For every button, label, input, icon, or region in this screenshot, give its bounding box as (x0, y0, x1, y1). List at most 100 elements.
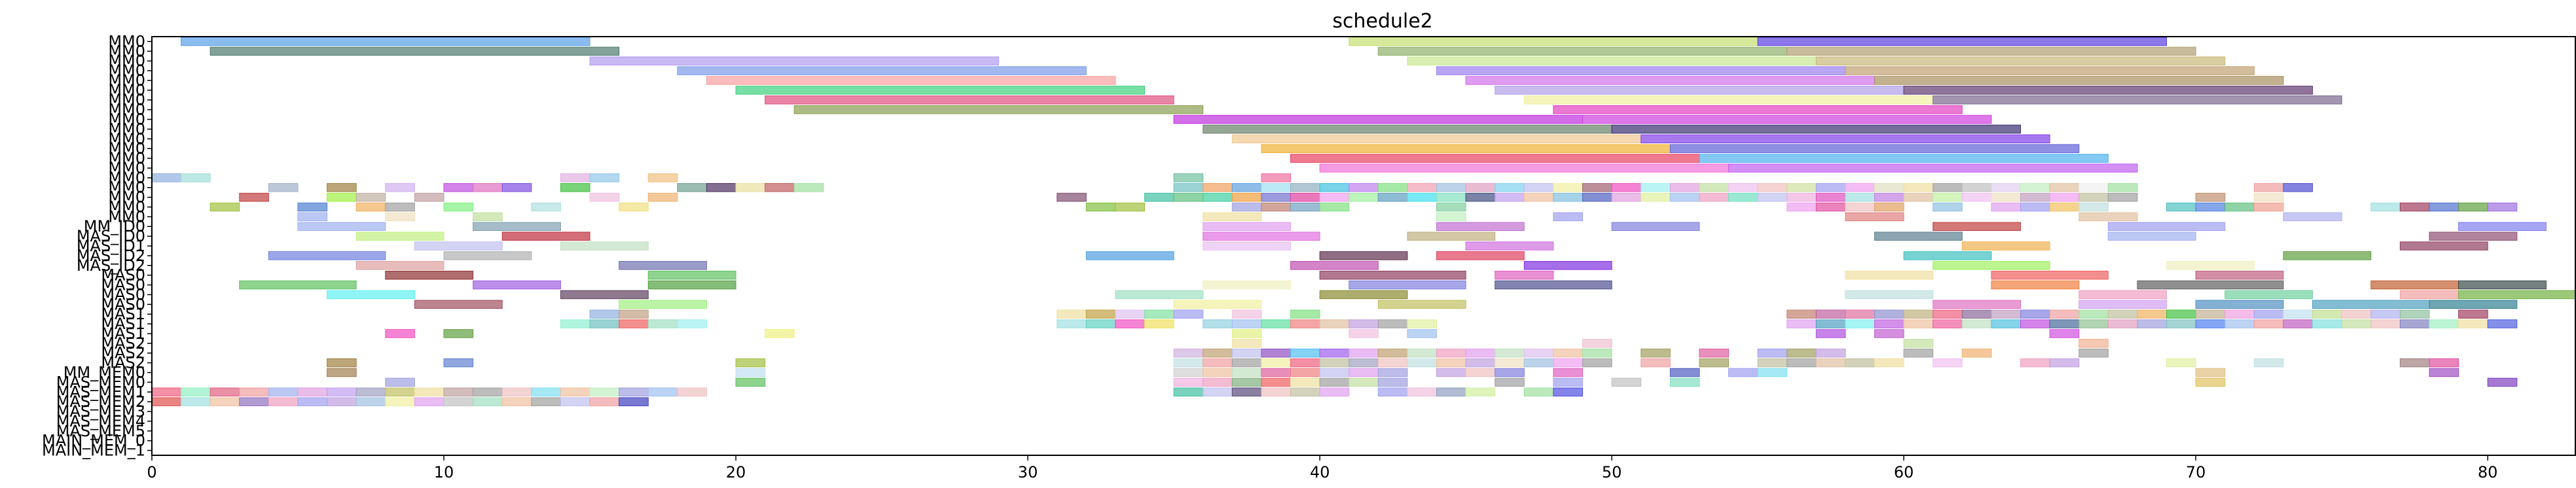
bar-row29-seg7 (1115, 319, 1145, 328)
y-tick-label: MAS_MEM4 (56, 412, 145, 430)
bar-row16-seg38 (2049, 192, 2080, 202)
bar-row24-seg5 (1991, 270, 2109, 280)
y-tick-label: MAS0 (101, 266, 145, 285)
bar-row17-seg2 (355, 202, 386, 212)
bar-row29-seg26 (2049, 319, 2080, 328)
bar-row18-seg7 (2078, 212, 2138, 222)
bar-row27-seg2 (1173, 300, 1262, 309)
bar-row16-seg31 (1845, 192, 1876, 202)
bar-row16-seg39 (2078, 192, 2109, 202)
bar-row28-seg16 (1991, 309, 2022, 319)
bar-row16-seg27 (1728, 192, 1758, 202)
bar-row17-seg6 (619, 202, 649, 212)
bar-row30-seg5 (1407, 329, 1438, 338)
bar-row16-seg18 (1465, 192, 1496, 202)
bar-row16-seg24 (1641, 192, 1671, 202)
bar-row16-seg6 (1057, 192, 1087, 202)
bar-row16-seg0 (239, 192, 269, 202)
bar-row36-seg30 (1553, 387, 1584, 397)
bar-row28-seg0 (589, 309, 620, 319)
bar-row33-seg14 (1495, 358, 1525, 368)
bar-row33-seg31 (2429, 358, 2459, 368)
bar-row14-seg2 (560, 173, 590, 183)
bar-row19-seg1 (473, 222, 561, 231)
bar-row20-seg4 (1874, 232, 1963, 241)
bar-row17-seg12 (1319, 202, 1350, 212)
y-tick-label: MM0 (108, 198, 145, 216)
bar-row26-seg1 (560, 290, 649, 300)
bar-row29-seg38 (2399, 319, 2430, 328)
bar-row33-seg9 (1349, 358, 1379, 368)
bar-row25-seg7 (2137, 280, 2284, 290)
bar-row35-seg13 (1669, 377, 1700, 387)
bar-row33-seg3 (1173, 358, 1204, 368)
y-tick-label: MM_ID0 (84, 217, 145, 235)
bar-row25-seg4 (1349, 280, 1466, 290)
bar-row21-seg0 (414, 241, 503, 251)
bar-row32-seg0 (1173, 348, 1204, 358)
bar-row35-seg9 (1377, 377, 1408, 387)
bar-row19-seg6 (2107, 222, 2226, 231)
bar-row32-seg18 (1787, 348, 1817, 358)
bar-row17-seg24 (2195, 202, 2226, 212)
bar-row33-seg7 (1290, 358, 1320, 368)
bar-row34-seg8 (1349, 368, 1379, 377)
bar-row33-seg12 (1436, 358, 1466, 368)
bar-row33-seg2 (735, 358, 766, 368)
bar-row29-seg33 (2253, 319, 2284, 328)
bar-row36-seg1 (181, 387, 211, 397)
bar-row32-seg2 (1231, 348, 1262, 358)
bar-row19-seg4 (1611, 222, 1700, 231)
bar-row34-seg2 (1173, 368, 1204, 377)
bar-row13-seg1 (1728, 164, 2138, 173)
bar-row15-seg18 (1349, 183, 1379, 192)
bar-row4-seg2 (1874, 76, 2284, 85)
bar-row23-seg3 (1523, 261, 1612, 270)
bar-row29-seg4 (677, 319, 707, 328)
bar-row28-seg22 (2166, 309, 2196, 319)
bar-row28-seg8 (1290, 309, 1320, 319)
bar-row33-seg30 (2399, 358, 2430, 368)
bar-row27-seg1 (619, 300, 707, 309)
y-tick-label: MAS_ID0 (77, 227, 145, 245)
bar-row20-seg0 (355, 232, 444, 241)
bar-row20-seg1 (501, 232, 590, 241)
bar-row17-seg13 (1436, 202, 1466, 212)
bar-row17-seg9 (1231, 202, 1262, 212)
x-tick-label: 40 (1310, 463, 1330, 481)
x-tick-label: 80 (2478, 463, 2498, 481)
bar-row23-seg0 (355, 261, 444, 270)
bar-row17-seg5 (531, 202, 561, 212)
bar-row16-seg11 (1261, 192, 1291, 202)
bar-row35-seg2 (1173, 377, 1204, 387)
bar-row33-seg15 (1523, 358, 1554, 368)
bar-row35-seg12 (1611, 377, 1642, 387)
x-tick-label: 70 (2186, 463, 2206, 481)
bar-row25-seg8 (2370, 280, 2459, 290)
bar-row36-seg6 (327, 387, 357, 397)
bar-row8-seg1 (1582, 114, 1992, 124)
bar-row34-seg0 (327, 368, 357, 377)
bar-row18-seg2 (473, 212, 503, 222)
bar-row15-seg46 (2283, 183, 2313, 192)
bar-row7-seg0 (793, 105, 1204, 114)
bar-row16-seg22 (1582, 192, 1612, 202)
bar-row37-seg6 (327, 397, 357, 406)
y-tick-label: MAS1 (101, 315, 145, 333)
bar-row37-seg7 (355, 397, 386, 406)
bar-row35-seg3 (1203, 377, 1233, 387)
bar-row21-seg4 (1961, 241, 2050, 251)
bar-row33-seg29 (2253, 358, 2284, 368)
bar-row1-seg2 (1787, 46, 2196, 56)
bar-row27-seg7 (2312, 300, 2430, 309)
bar-row28-seg1 (619, 309, 649, 319)
bar-row32-seg22 (2078, 348, 2109, 358)
bar-row32-seg16 (1699, 348, 1730, 358)
bar-row28-seg20 (2107, 309, 2138, 319)
bar-row29-seg24 (1991, 319, 2022, 328)
bar-row17-seg20 (2020, 202, 2050, 212)
bar-row23-seg2 (1290, 261, 1379, 270)
bar-row25-seg9 (2458, 280, 2547, 290)
bar-row15-seg21 (1436, 183, 1466, 192)
bar-row16-seg23 (1611, 192, 1642, 202)
